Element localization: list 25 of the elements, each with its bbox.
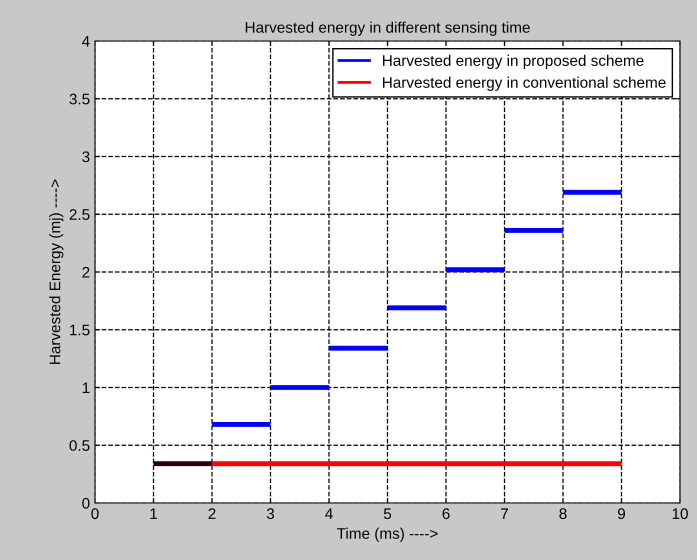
- x-axis-title: Time (ms) ---->: [337, 528, 438, 542]
- chart-title: Harvested energy in different sensing time: [246, 22, 530, 36]
- y-tick-label: 0: [82, 498, 90, 509]
- x-tick-label: 5: [384, 508, 392, 520]
- y-tick-label: 0.5: [70, 440, 90, 451]
- x-tick-label: 7: [501, 508, 508, 519]
- y-tick-label: 4: [82, 36, 90, 47]
- x-tick-label: 0: [91, 508, 99, 520]
- y-tick-label: 3.5: [69, 94, 90, 104]
- x-tick-label: 9: [618, 508, 626, 520]
- y-tick-label: 1: [82, 382, 90, 394]
- legend-label: Harvested energy in conventional scheme: [383, 76, 666, 91]
- y-tick-label: 2: [82, 266, 90, 278]
- x-tick-label: 4: [325, 508, 333, 519]
- x-tick-label: 10: [672, 508, 688, 520]
- x-tick-label: 1: [150, 508, 158, 519]
- y-tick-label: 3: [82, 151, 90, 162]
- y-tick-label: 2.5: [70, 209, 90, 220]
- y-axis-title: Harvested Energy (mj) ---->: [49, 180, 64, 364]
- y-tick-label: 1.5: [70, 324, 90, 336]
- x-tick-label: 2: [208, 508, 216, 519]
- legend-label: Harvested energy in proposed scheme: [383, 54, 644, 69]
- x-tick-label: 8: [559, 508, 567, 520]
- x-tick-label: 6: [442, 508, 450, 520]
- x-tick-label: 3: [266, 508, 274, 520]
